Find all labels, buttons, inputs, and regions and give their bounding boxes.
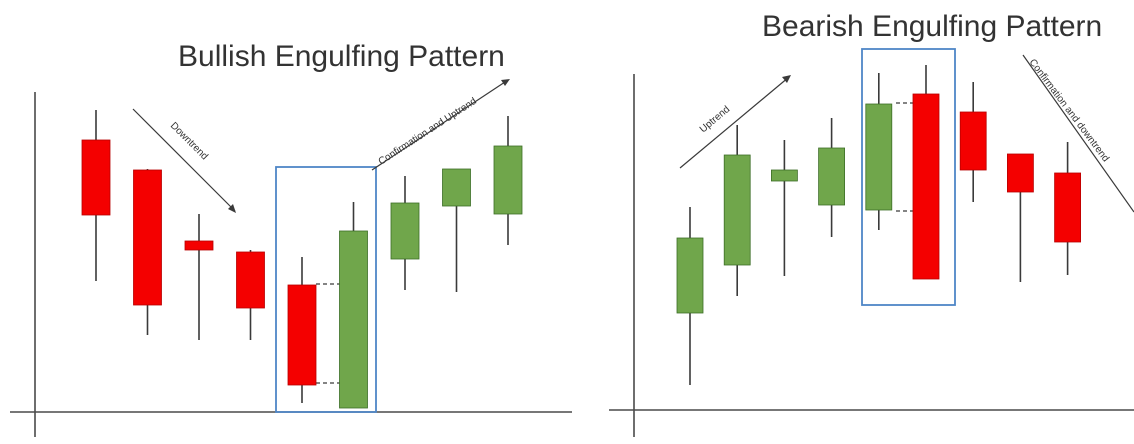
bearish-title: Bearish Engulfing Pattern [762,10,1102,43]
bullish-candle-body-3 [184,240,214,251]
bullish-candle-body-8 [442,168,471,207]
uptrend-label: Uptrend [698,104,732,135]
bearish-candle-body-4 [818,147,845,206]
bullish-candle-body-1 [81,139,111,216]
bullish-candle-body-9 [493,145,523,215]
bullish-candle-body-4 [236,251,265,309]
bullish-panel: Bullish Engulfing Pattern Downtrend Conf… [10,40,572,437]
bullish-candle-body-5 [287,284,317,386]
bullish-candle-body-2 [133,169,162,306]
uptrend-arrow-right-head [782,75,791,83]
bearish-candle-body-9 [1054,172,1081,243]
bearish-candle-body-1 [676,237,704,314]
confirmation-downtrend-label: Confirmation and downtrend [1027,57,1111,164]
downtrend-arrow-head [228,204,236,213]
uptrend-arrow [371,79,509,171]
bearish-candle-body-6 [912,93,940,280]
bearish-candle-body-8 [1007,153,1034,193]
bearish-candle-body-3 [771,169,798,182]
uptrend-arrow-head [501,79,510,86]
bearish-candle-body-2 [723,154,751,266]
bullish-candle-body-7 [390,202,420,260]
downtrend-arrow [132,108,236,212]
uptrend-arrow-right [679,76,790,169]
bullish-highlight-box [275,166,377,413]
bearish-candles [676,65,1081,385]
bearish-candle-body-5 [865,103,893,211]
downtrend-label: Downtrend [168,120,210,162]
confirmation-uptrend-label: Confirmation and Uptrend [377,96,479,168]
bearish-highlight-box [861,48,956,306]
bullish-candle-body-6 [339,230,368,409]
downtrend-arrow-right [1022,54,1134,213]
bullish-title: Bullish Engulfing Pattern [178,40,505,73]
bearish-candle-body-7 [959,111,987,171]
bearish-panel: Bearish Engulfing Pattern Uptrend Confir… [609,10,1134,437]
bullish-candles [81,110,523,409]
